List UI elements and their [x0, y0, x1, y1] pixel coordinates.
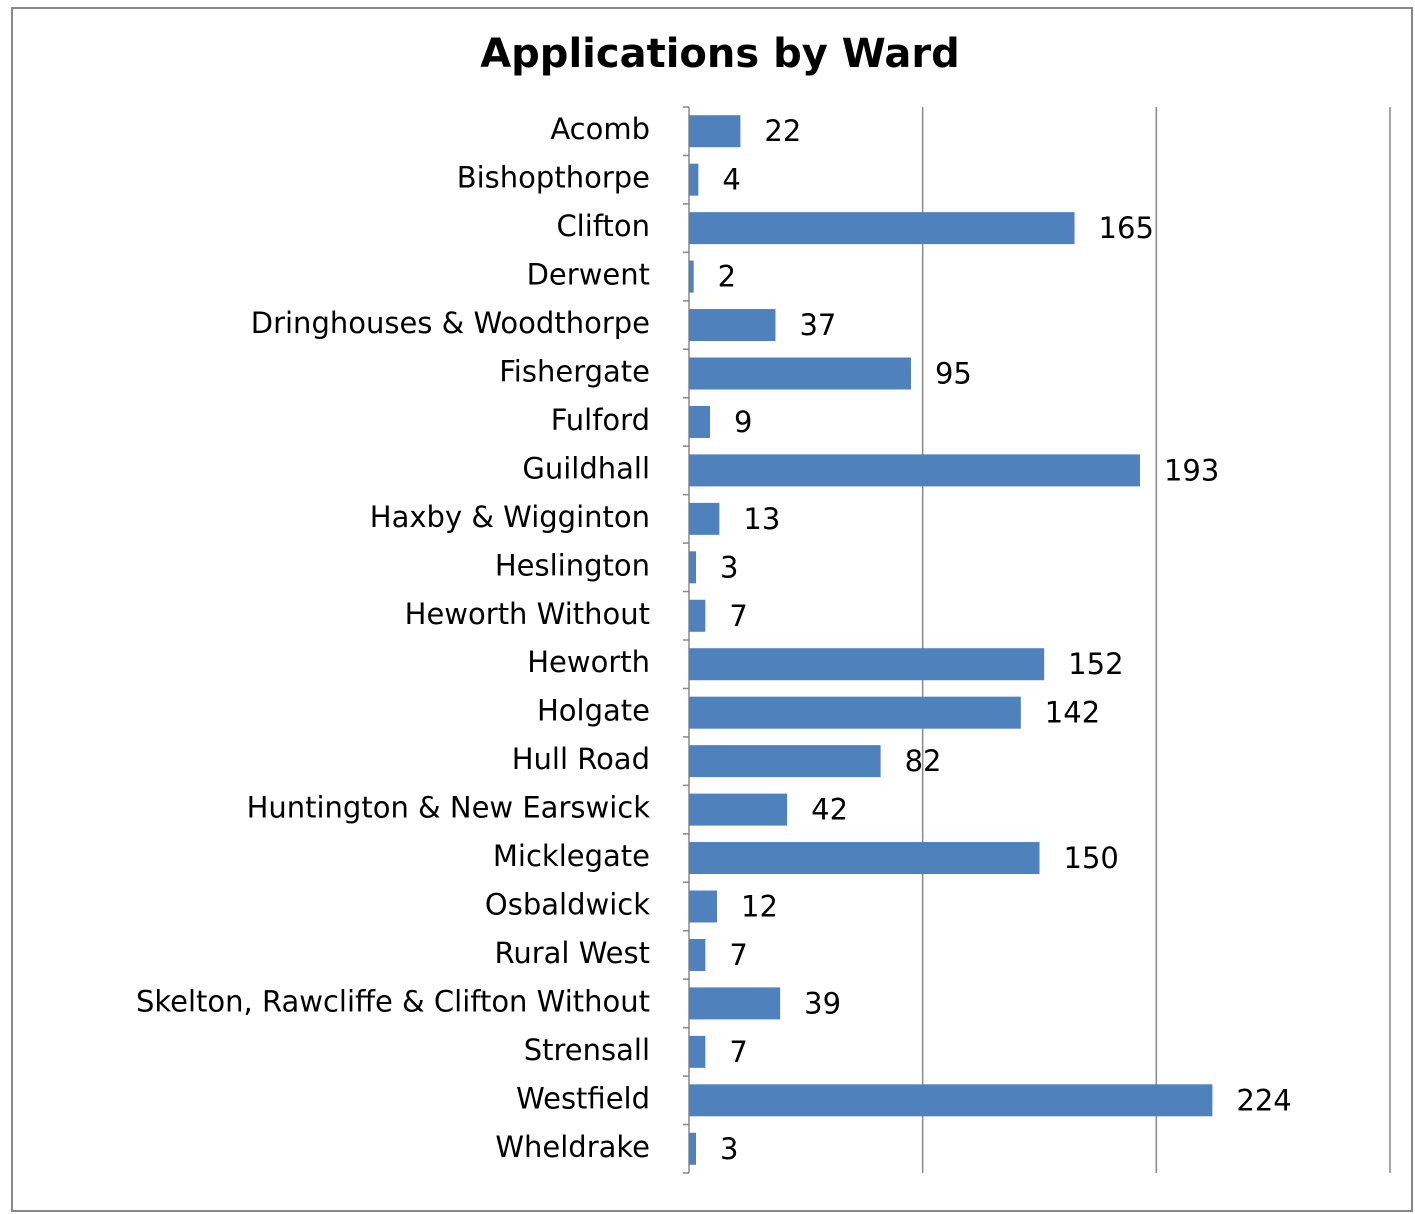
y-tick-label: Derwent — [527, 258, 650, 292]
bar — [689, 357, 911, 390]
chart-frame — [11, 7, 1413, 1212]
value-label: 7 — [729, 1035, 747, 1069]
y-tick-label: Acomb — [550, 112, 650, 146]
y-tick-label: Osbaldwick — [485, 888, 650, 922]
bar — [689, 502, 720, 535]
value-label: 150 — [1064, 841, 1119, 875]
value-label: 7 — [729, 599, 747, 633]
bar — [689, 793, 788, 826]
bar — [689, 842, 1040, 875]
value-label: 13 — [743, 502, 780, 536]
y-tick-label: Micklegate — [493, 839, 650, 873]
value-label: 165 — [1099, 211, 1154, 245]
bar — [689, 551, 697, 584]
bar — [689, 648, 1045, 681]
y-tick-label: Strensall — [524, 1033, 650, 1067]
bar — [689, 405, 711, 438]
y-tick-label: Heworth — [527, 645, 650, 679]
value-label: 82 — [905, 744, 942, 778]
value-label: 95 — [935, 357, 972, 391]
y-tick-label: Westfield — [516, 1081, 650, 1115]
y-tick-label: Wheldrake — [495, 1130, 650, 1164]
bar — [689, 745, 881, 778]
value-label: 3 — [720, 1132, 738, 1166]
value-label: 3 — [720, 550, 738, 584]
bar — [689, 163, 699, 196]
value-label: 193 — [1164, 453, 1219, 487]
y-tick-label: Holgate — [537, 694, 650, 728]
value-label: 142 — [1045, 696, 1100, 730]
value-label: 224 — [1236, 1083, 1291, 1117]
y-tick-label: Dringhouses & Woodthorpe — [251, 306, 650, 340]
bar — [689, 260, 694, 293]
bar — [689, 938, 706, 971]
bar — [689, 212, 1075, 245]
y-tick-label: Huntington & New Earswick — [247, 791, 651, 825]
y-tick-label: Guildhall — [522, 451, 650, 485]
bar — [689, 115, 741, 148]
y-tick-label: Clifton — [556, 209, 650, 243]
y-tick-label: Skelton, Rawcliffe & Clifton Without — [136, 984, 650, 1018]
y-tick-label: Rural West — [495, 936, 651, 970]
value-label: 7 — [729, 938, 747, 972]
bar — [689, 696, 1021, 729]
value-label: 22 — [764, 114, 801, 148]
chart-title: Applications by Ward — [480, 31, 960, 77]
bar — [689, 890, 718, 923]
y-tick-label: Heworth Without — [405, 597, 650, 631]
bar — [689, 1084, 1213, 1117]
y-tick-label: Fishergate — [499, 355, 650, 389]
bar — [689, 987, 781, 1020]
bar — [689, 1035, 706, 1068]
bar — [689, 1132, 697, 1165]
value-label: 9 — [734, 405, 752, 439]
y-tick-label: Hull Road — [512, 742, 650, 776]
value-label: 37 — [799, 308, 836, 342]
value-label: 4 — [722, 163, 740, 197]
bar — [689, 454, 1140, 487]
bar — [689, 309, 776, 342]
value-label: 2 — [718, 260, 736, 294]
y-tick-label: Heslington — [495, 548, 650, 582]
value-label: 12 — [741, 890, 778, 924]
value-label: 39 — [804, 986, 841, 1020]
bar — [689, 599, 706, 632]
y-tick-label: Haxby & Wigginton — [370, 500, 650, 534]
value-label: 152 — [1068, 647, 1123, 681]
y-tick-label: Fulford — [551, 403, 650, 437]
y-tick-label: Bishopthorpe — [457, 161, 650, 195]
value-label: 42 — [811, 793, 848, 827]
